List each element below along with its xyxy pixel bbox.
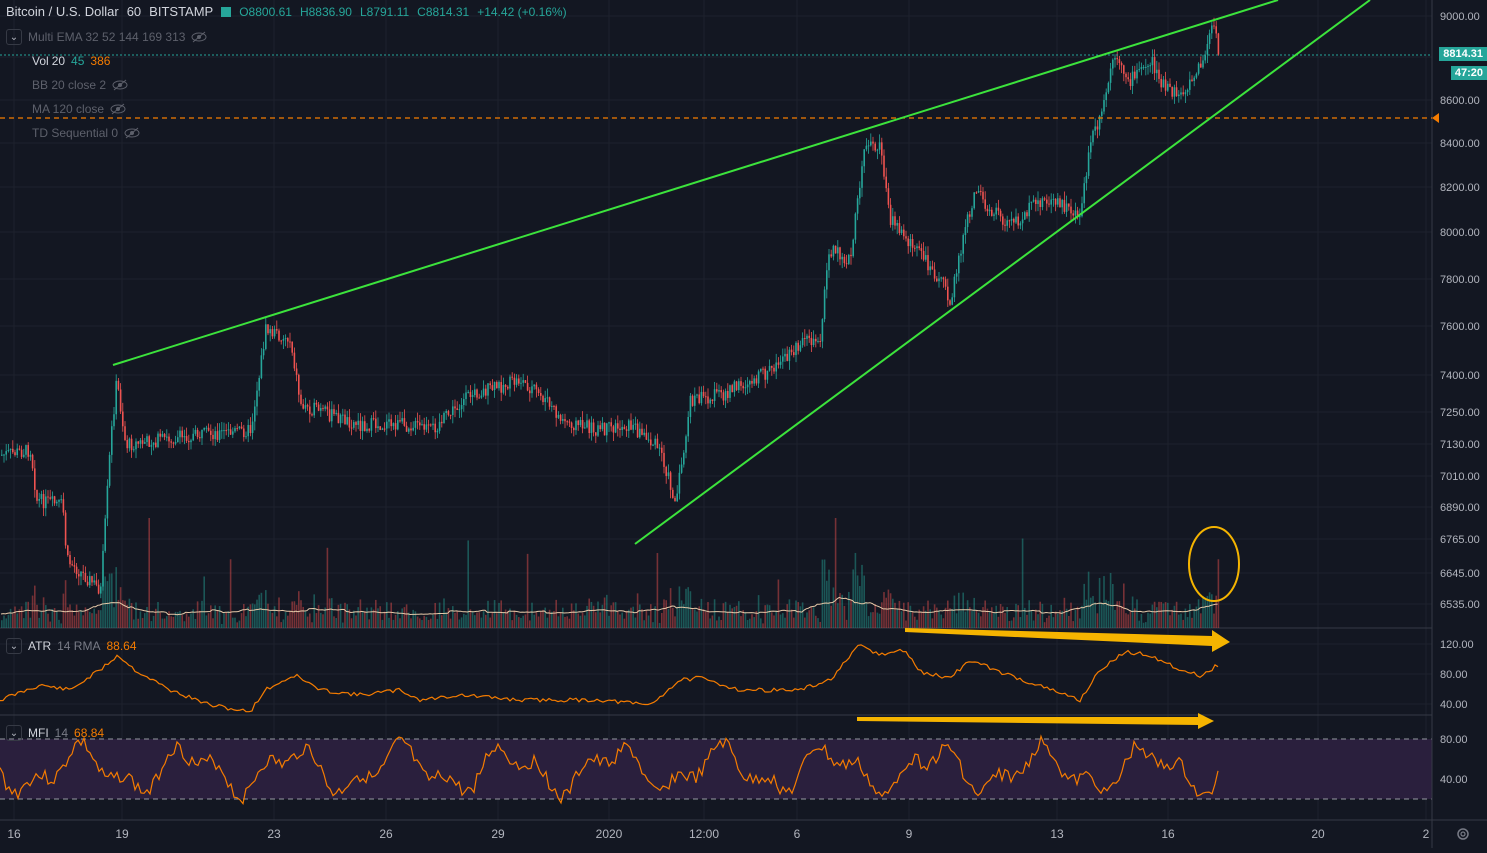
time-tick-label: 16 (7, 827, 21, 841)
indicator-label: Vol (32, 54, 49, 68)
eye-off-icon[interactable] (191, 31, 207, 43)
ohlc-low: L8791.11 (359, 4, 410, 19)
price-tick-label: 7130.00 (1440, 439, 1480, 451)
time-tick-label: 6 (794, 827, 801, 841)
price-tick-label: 7600.00 (1440, 321, 1480, 333)
ohlc-high: H8836.90 (299, 4, 352, 19)
time-tick-label: 2020 (596, 827, 623, 841)
price-tick-label: 7400.00 (1440, 370, 1480, 382)
price-tick-label: 7250.00 (1440, 407, 1480, 419)
time-axis[interactable]: 16 19 23 26 29 2020 12:00 6 9 13 16 20 2 (7, 827, 1429, 841)
time-tick-label: 23 (267, 827, 281, 841)
volume-bars (1, 518, 1220, 628)
chart-header: Bitcoin / U.S. Dollar 60 BITSTAMP O8800.… (6, 4, 567, 19)
atr-tick-label: 40.00 (1440, 699, 1468, 711)
atr-params: 14 RMA (57, 639, 101, 653)
price-tick-label: 8600.00 (1440, 95, 1480, 107)
atr-value: 88.64 (106, 639, 137, 653)
interval-label[interactable]: 60 (126, 4, 142, 19)
volume-value-1: 45 (71, 54, 85, 68)
time-tick-label: 19 (115, 827, 129, 841)
legend-volume[interactable]: Vol 20 45 386 (32, 54, 110, 68)
time-tick-label: 13 (1050, 827, 1064, 841)
legend-ma[interactable]: MA 120 close (32, 102, 126, 116)
collapse-icon[interactable]: ⌄ (6, 725, 22, 741)
level-marker-icon (1432, 113, 1439, 123)
annotation-arrow-mfi[interactable] (857, 713, 1214, 729)
atr-line (0, 644, 1219, 713)
mfi-band (0, 739, 1432, 799)
price-tick-label: 9000.00 (1440, 11, 1480, 23)
eye-off-icon[interactable] (112, 79, 128, 91)
eye-off-icon[interactable] (124, 127, 140, 139)
last-price-badge: 8814.31 (1439, 47, 1487, 61)
price-tick-label: 8000.00 (1440, 227, 1480, 239)
annotation-circle[interactable] (1188, 526, 1240, 602)
grid-lines (0, 0, 1432, 820)
volume-value-2: 386 (90, 54, 111, 68)
mfi-line (0, 734, 1219, 805)
time-tick-label: 2 (1423, 827, 1430, 841)
legend-multi-ema[interactable]: ⌄ Multi EMA 32 52 144 169 313 (6, 29, 207, 45)
symbol-title[interactable]: Bitcoin / U.S. Dollar (6, 4, 119, 19)
atr-name: ATR (28, 639, 52, 653)
price-tick-label: 6890.00 (1440, 502, 1480, 514)
countdown-badge: 47:20 (1450, 66, 1487, 80)
price-tick-label: 6645.00 (1440, 568, 1480, 580)
mfi-tick-label: 40.00 (1440, 774, 1468, 786)
time-tick-label: 20 (1311, 827, 1325, 841)
settings-icon[interactable] (1455, 826, 1471, 842)
flag-icon[interactable] (221, 6, 232, 17)
price-tick-label: 7010.00 (1440, 471, 1480, 483)
exchange-label[interactable]: BITSTAMP (149, 4, 214, 19)
indicator-label: MA 120 close (32, 102, 105, 116)
time-tick-label: 12:00 (689, 827, 719, 841)
price-tick-label: 8200.00 (1440, 182, 1480, 194)
atr-axis[interactable]: 120.00 80.00 40.00 (1440, 639, 1474, 711)
atr-tick-label: 120.00 (1440, 639, 1474, 651)
mfi-legend[interactable]: ⌄ MFI 14 68.84 (6, 725, 104, 741)
upper-trendline[interactable] (112, 0, 1279, 366)
indicator-label: BB 20 close 2 (32, 78, 107, 92)
price-tick-label: 6535.00 (1440, 599, 1480, 611)
time-tick-label: 9 (906, 827, 913, 841)
mfi-value: 68.84 (74, 726, 105, 740)
ohlc-change: +14.42 (+0.16%) (477, 4, 567, 19)
time-tick-label: 26 (379, 827, 393, 841)
atr-tick-label: 80.00 (1440, 669, 1468, 681)
legend-td[interactable]: TD Sequential 0 (32, 126, 140, 140)
time-tick-label: 29 (491, 827, 505, 841)
atr-legend[interactable]: ⌄ ATR 14 RMA 88.64 (6, 638, 137, 654)
time-tick-label: 16 (1161, 827, 1175, 841)
mfi-tick-label: 80.00 (1440, 734, 1468, 746)
collapse-icon[interactable]: ⌄ (6, 29, 22, 45)
price-axis[interactable]: 9000.008800.008600.008400.008200.008000.… (1440, 11, 1480, 611)
annotation-arrow-volume[interactable] (905, 628, 1230, 652)
indicator-label: Multi EMA 32 52 144 169 313 (28, 30, 186, 44)
collapse-icon[interactable]: ⌄ (6, 638, 22, 654)
volume-ma-line (0, 596, 1218, 616)
price-tick-label: 8400.00 (1440, 138, 1480, 150)
legend-bb[interactable]: BB 20 close 2 (32, 78, 128, 92)
price-tick-label: 7800.00 (1440, 274, 1480, 286)
mfi-name: MFI (28, 726, 49, 740)
lower-trendline[interactable] (634, 0, 1371, 545)
eye-off-icon[interactable] (110, 103, 126, 115)
price-tick-label: 6765.00 (1440, 534, 1480, 546)
candlesticks (1, 17, 1220, 599)
ohlc-open: O8800.61 (239, 4, 292, 19)
mfi-axis[interactable]: 80.00 40.00 (1440, 734, 1468, 786)
ohlc-close: C8814.31 (417, 4, 470, 19)
indicator-label: TD Sequential 0 (32, 126, 119, 140)
mfi-params: 14 (54, 726, 69, 740)
indicator-params: 20 (51, 54, 66, 68)
